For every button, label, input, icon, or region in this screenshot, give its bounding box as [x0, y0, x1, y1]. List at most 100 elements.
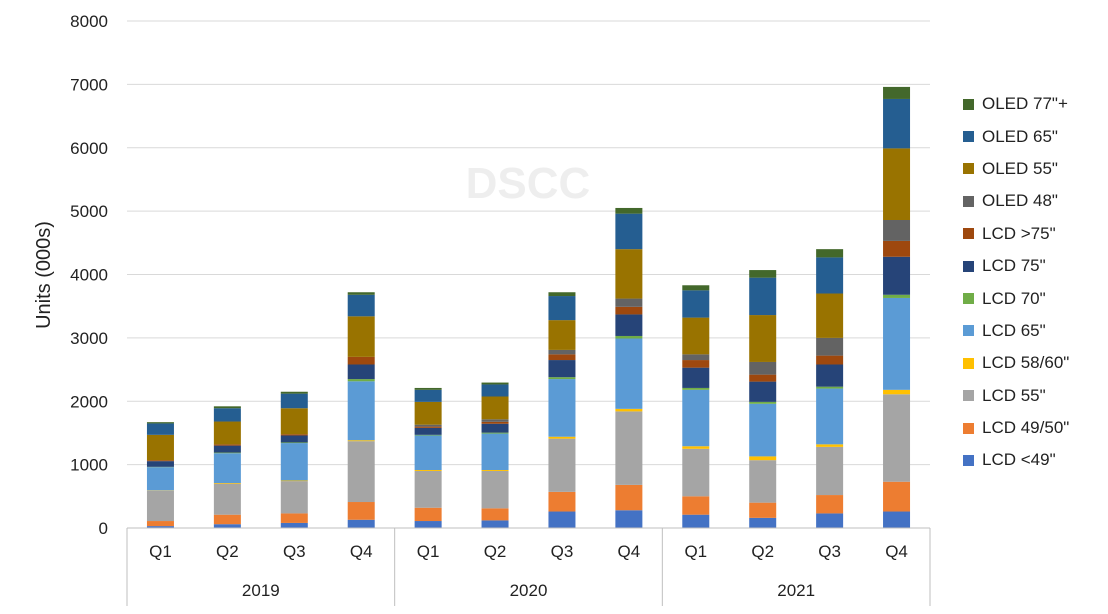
- y-tick-label: 5000: [70, 202, 108, 221]
- bar-segment: [883, 98, 911, 149]
- bar-segment: [682, 446, 710, 449]
- bar-segment: [280, 443, 308, 481]
- legend-item: LCD >75": [963, 218, 1103, 250]
- legend-swatch: [963, 163, 974, 175]
- bar-segment: [213, 408, 241, 422]
- bar-segment: [347, 440, 375, 442]
- legend: OLED 77"+ OLED 65" OLED 55" OLED 48" LCD >75…: [963, 88, 1103, 477]
- bar-segment: [749, 270, 777, 278]
- bar-segment: [883, 219, 911, 241]
- legend-label: OLED 77"+: [982, 94, 1068, 114]
- x-tick-label: Q1: [684, 542, 707, 561]
- bar-segment: [615, 298, 643, 307]
- bar-segment: [347, 364, 375, 380]
- bar-segment: [146, 526, 174, 528]
- bar-segment: [347, 356, 375, 365]
- bar-segment: [615, 213, 643, 250]
- bar-segment: [615, 484, 643, 511]
- bar-segment: [414, 470, 442, 508]
- bar-segment: [280, 393, 308, 409]
- bar-segment: [883, 256, 911, 295]
- bar-segment: [280, 480, 308, 482]
- bar-segment: [816, 257, 844, 294]
- x-tick-label: Q1: [417, 542, 440, 561]
- legend-swatch: [963, 422, 974, 434]
- bar-segment: [615, 408, 643, 412]
- bar-segment: [213, 421, 241, 445]
- y-tick-label: 1000: [70, 456, 108, 475]
- legend-swatch: [963, 325, 974, 337]
- watermark: DSCC: [466, 159, 591, 208]
- bar-segment: [280, 434, 308, 436]
- legend-label: LCD 75": [982, 256, 1046, 276]
- bar-segment: [414, 427, 442, 435]
- y-tick-label: 3000: [70, 329, 108, 348]
- y-tick-label: 2000: [70, 392, 108, 411]
- bar-segment: [414, 401, 442, 425]
- y-axis-label: Units (000s): [33, 221, 55, 329]
- bar-segment: [883, 511, 911, 528]
- bar-segment: [883, 148, 911, 220]
- legend-swatch: [963, 131, 974, 143]
- bar-segment: [146, 434, 174, 461]
- bar-segment: [213, 524, 241, 528]
- bar-segment: [883, 240, 911, 257]
- bar-segment: [883, 294, 911, 298]
- bar-segment: [213, 483, 241, 484]
- legend-item: LCD 49/50": [963, 412, 1103, 444]
- bar-segment: [816, 355, 844, 365]
- bar-segment: [347, 379, 375, 382]
- bar-segment: [548, 438, 576, 492]
- x-tick-label: Q3: [283, 542, 306, 561]
- bar-segment: [749, 315, 777, 362]
- bar-segment: [816, 293, 844, 338]
- bar-segment: [347, 381, 375, 441]
- bar-segment: [883, 394, 911, 482]
- bar-segment: [816, 444, 844, 447]
- x-tick-label: Q2: [484, 542, 507, 561]
- bar-segment: [749, 277, 777, 316]
- x-tick-label: Q3: [551, 542, 574, 561]
- bar-segment: [146, 460, 174, 462]
- bar-segment: [414, 424, 442, 427]
- bar-segment: [682, 285, 710, 291]
- bar-segment: [548, 436, 576, 439]
- bar-segment: [347, 502, 375, 520]
- bar-segment: [749, 381, 777, 402]
- bar-segment: [414, 387, 442, 390]
- bar-segment: [280, 513, 308, 523]
- legend-swatch: [963, 195, 974, 207]
- bar-segment: [816, 513, 844, 528]
- bar-segment: [414, 389, 442, 402]
- bar-segment: [749, 401, 777, 404]
- x-tick-label: Q1: [149, 542, 172, 561]
- bar-segment: [749, 502, 777, 518]
- bar-segment: [816, 446, 844, 496]
- bar-segment: [213, 445, 241, 453]
- bar-segment: [347, 441, 375, 503]
- legend-label: LCD 49/50": [982, 418, 1070, 438]
- y-tick-label: 4000: [70, 266, 108, 285]
- y-tick-label: 6000: [70, 139, 108, 158]
- legend-item: LCD 58/60": [963, 347, 1103, 379]
- bar-segment: [883, 297, 911, 390]
- bar-segment: [682, 367, 710, 388]
- bar-segment: [548, 379, 576, 437]
- bar-segment: [548, 320, 576, 350]
- bar-segment: [548, 377, 576, 380]
- bar-segment: [682, 360, 710, 368]
- legend-swatch: [963, 228, 974, 240]
- legend-swatch: [963, 390, 974, 402]
- bar-segment: [414, 434, 442, 436]
- bar-segment: [146, 467, 174, 491]
- bar-segment: [146, 490, 174, 522]
- legend-swatch: [963, 454, 974, 466]
- bar-segment: [481, 520, 509, 528]
- x-tick-label: Q3: [818, 542, 841, 561]
- legend-item: LCD 65": [963, 315, 1103, 347]
- bar-segment: [883, 481, 911, 512]
- bar-segment: [682, 290, 710, 318]
- bar-segment: [347, 294, 375, 317]
- legend-item: OLED 77"+: [963, 88, 1103, 120]
